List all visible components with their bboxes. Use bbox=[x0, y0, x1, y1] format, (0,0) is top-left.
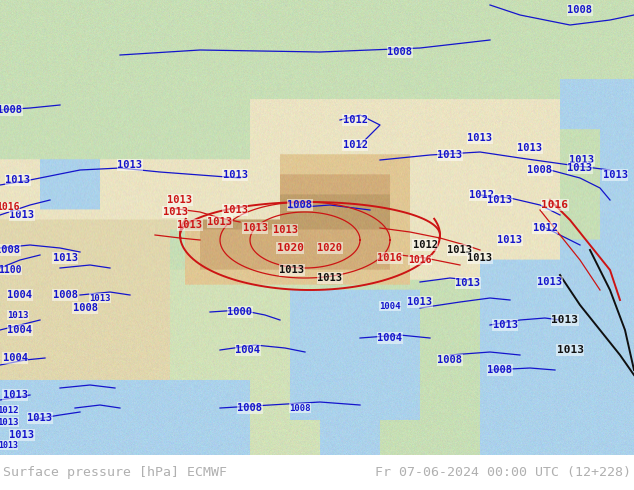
Text: 1020: 1020 bbox=[276, 243, 304, 253]
Text: 1012: 1012 bbox=[0, 406, 19, 415]
Text: 1013: 1013 bbox=[162, 207, 188, 217]
Text: 1013: 1013 bbox=[455, 278, 481, 288]
Text: 1013: 1013 bbox=[10, 430, 34, 440]
Text: 1100: 1100 bbox=[0, 265, 22, 275]
Text: 1008: 1008 bbox=[53, 290, 77, 300]
Text: 1013: 1013 bbox=[498, 235, 522, 245]
Text: 1013: 1013 bbox=[280, 265, 304, 275]
Text: 1016: 1016 bbox=[408, 255, 432, 265]
Text: 1013: 1013 bbox=[567, 163, 593, 173]
Text: Fr 07-06-2024 00:00 UTC (12+228): Fr 07-06-2024 00:00 UTC (12+228) bbox=[375, 466, 631, 479]
Text: 1013: 1013 bbox=[552, 315, 578, 325]
Text: 1008: 1008 bbox=[387, 47, 413, 57]
Text: 1012: 1012 bbox=[342, 115, 368, 125]
Text: 1013: 1013 bbox=[207, 217, 233, 227]
Text: 1013: 1013 bbox=[6, 175, 30, 185]
Text: 1013: 1013 bbox=[178, 220, 202, 230]
Text: 1013: 1013 bbox=[223, 205, 247, 215]
Text: 1013: 1013 bbox=[223, 170, 247, 180]
Text: 1020: 1020 bbox=[318, 243, 342, 253]
Text: 1012: 1012 bbox=[470, 190, 495, 200]
Text: 1013: 1013 bbox=[10, 210, 34, 220]
Text: 1013: 1013 bbox=[167, 195, 193, 205]
Text: 1013: 1013 bbox=[27, 413, 53, 423]
Text: 1016: 1016 bbox=[0, 202, 20, 212]
Text: 1012: 1012 bbox=[413, 240, 437, 250]
Text: 1013: 1013 bbox=[89, 294, 111, 302]
Text: 1008: 1008 bbox=[289, 403, 311, 413]
Text: 1008: 1008 bbox=[0, 245, 20, 255]
Text: 1013: 1013 bbox=[53, 253, 77, 263]
Text: 1000: 1000 bbox=[228, 307, 252, 317]
Text: 1013: 1013 bbox=[467, 253, 493, 263]
Text: 1013: 1013 bbox=[0, 441, 18, 449]
Text: 1004: 1004 bbox=[3, 353, 27, 363]
Text: 1004: 1004 bbox=[8, 325, 32, 335]
Text: 1008: 1008 bbox=[437, 355, 462, 365]
Text: 1012: 1012 bbox=[342, 140, 368, 150]
Text: 1013: 1013 bbox=[437, 150, 462, 160]
Text: 1016: 1016 bbox=[541, 200, 569, 210]
Text: 1004: 1004 bbox=[235, 345, 261, 355]
Text: 1004: 1004 bbox=[379, 301, 401, 311]
Text: 1016: 1016 bbox=[377, 253, 403, 263]
Text: 1013: 1013 bbox=[7, 311, 29, 319]
Text: 1013: 1013 bbox=[517, 143, 543, 153]
Text: 1008: 1008 bbox=[287, 200, 313, 210]
Text: 1008: 1008 bbox=[527, 165, 552, 175]
Text: 1013: 1013 bbox=[467, 133, 493, 143]
Text: 1013: 1013 bbox=[3, 390, 27, 400]
Text: 1012: 1012 bbox=[533, 223, 557, 233]
Text: 1008: 1008 bbox=[567, 5, 593, 15]
Text: 1013: 1013 bbox=[538, 277, 562, 287]
Text: 1013: 1013 bbox=[569, 155, 595, 165]
Text: 1013: 1013 bbox=[493, 320, 517, 330]
Text: 1008: 1008 bbox=[238, 403, 262, 413]
Text: 1004: 1004 bbox=[8, 290, 32, 300]
Text: Surface pressure [hPa] ECMWF: Surface pressure [hPa] ECMWF bbox=[3, 466, 227, 479]
Text: 1008: 1008 bbox=[488, 365, 512, 375]
Text: 1013: 1013 bbox=[318, 273, 342, 283]
Text: 1008: 1008 bbox=[0, 105, 22, 115]
Text: 1013: 1013 bbox=[242, 223, 268, 233]
Text: 1013: 1013 bbox=[408, 297, 432, 307]
Text: 1013: 1013 bbox=[0, 417, 19, 426]
Text: 1013: 1013 bbox=[557, 345, 583, 355]
Text: 1013: 1013 bbox=[273, 225, 297, 235]
Text: 1013: 1013 bbox=[448, 245, 472, 255]
Text: 1008: 1008 bbox=[72, 303, 98, 313]
Text: 1013: 1013 bbox=[117, 160, 143, 170]
Text: 1004: 1004 bbox=[377, 333, 403, 343]
Text: 1013: 1013 bbox=[488, 195, 512, 205]
Text: 1013: 1013 bbox=[602, 170, 628, 180]
